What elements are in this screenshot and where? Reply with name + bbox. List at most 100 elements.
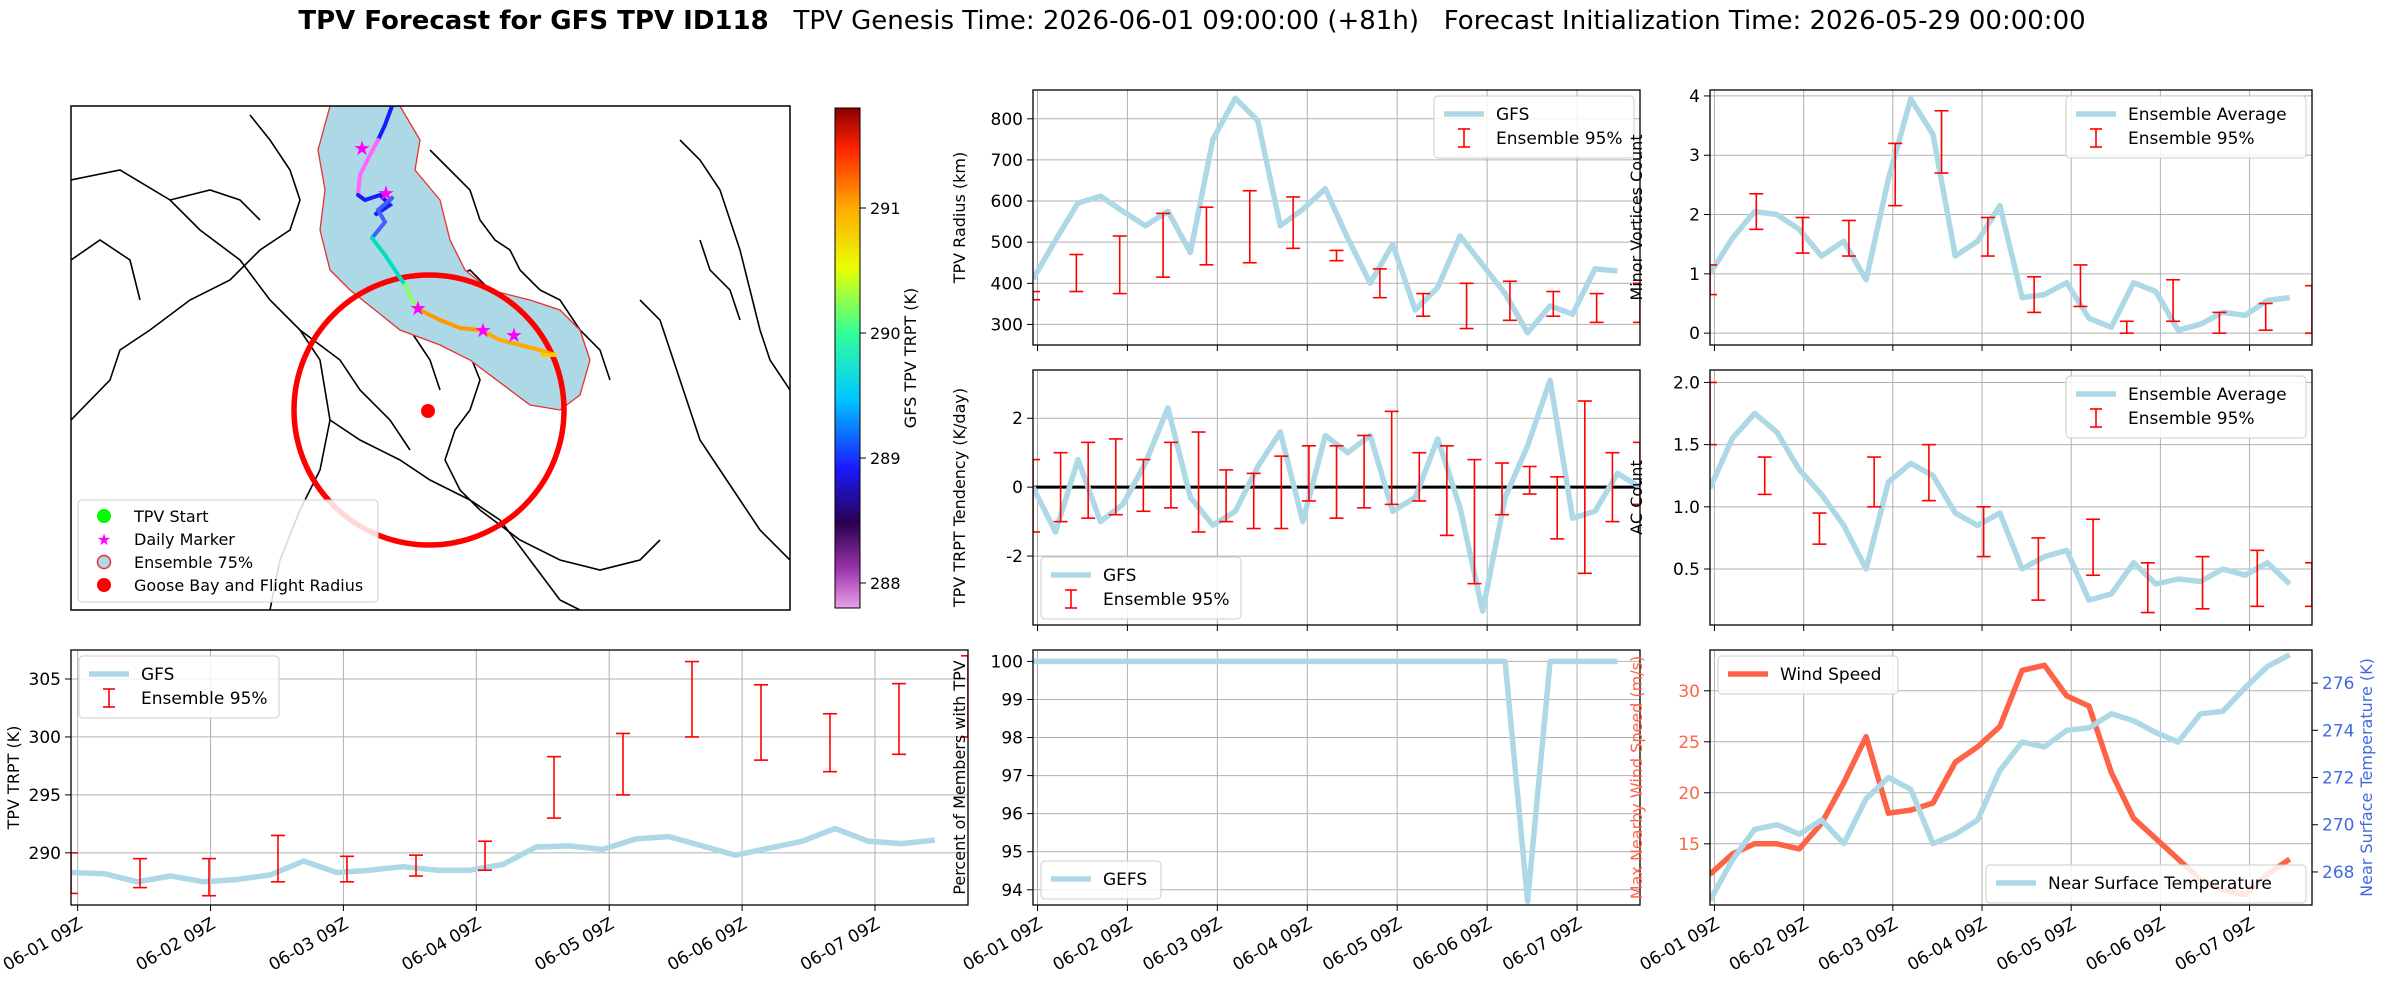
chart-trpt: 290 295 300 305 06-01 09Z 06-02 09Z 06-03 09Z 0… xyxy=(0,649,969,975)
y-axis-label: Minor Vortices Count xyxy=(1627,134,1646,300)
ensemble-bar xyxy=(271,834,285,883)
ensemble-bar xyxy=(1199,206,1214,266)
ensemble-bar xyxy=(1749,192,1764,231)
ensemble-bar xyxy=(1156,212,1171,278)
ensemble-bar xyxy=(1633,441,1640,506)
ensemble-bar xyxy=(1577,400,1592,575)
ensemble-bar xyxy=(2166,278,2181,323)
ensemble-bar xyxy=(1329,445,1344,519)
y-tick-label: 0 xyxy=(1012,478,1023,498)
axes-frame xyxy=(1032,89,1641,346)
title-genesis-time: TPV Genesis Time: 2026-06-01 09:00:00 (+… xyxy=(793,6,1419,36)
svg-text:★: ★ xyxy=(377,181,395,205)
ensemble-bar xyxy=(1242,189,1257,264)
y-tick-label: 1 xyxy=(1689,265,1700,285)
ensemble-bar xyxy=(1357,434,1372,509)
map-legend: ★ TPV Start Daily Marker Ensemble 75% Go… xyxy=(77,499,379,603)
ensemble-bar xyxy=(1112,235,1127,295)
legend: Ensemble Average Ensemble 95% xyxy=(2065,375,2307,439)
y2-tick-label: 276 xyxy=(2322,674,2354,694)
ensemble-bar xyxy=(1136,458,1151,513)
ensemble-bar xyxy=(1329,249,1344,262)
colorbar-tick-label: 289 xyxy=(870,449,901,468)
y-tick-label: 100 xyxy=(991,652,1023,672)
ensemble-bar xyxy=(2258,302,2273,331)
y-tick-label: 15 xyxy=(1678,835,1700,855)
legend-label: Ensemble 95% xyxy=(2128,409,2255,429)
ensemble-bar xyxy=(1219,469,1234,523)
ensemble-bar xyxy=(1633,282,1640,324)
x-tick-label: 06-04 09Z xyxy=(1904,914,1990,975)
y2-tick-label: 270 xyxy=(2322,816,2354,836)
y-tick-label: 400 xyxy=(991,274,1023,294)
ensemble-bar xyxy=(1522,465,1537,495)
ensemble-bar xyxy=(2086,518,2101,577)
y-tick-label: 97 xyxy=(1001,767,1023,787)
legend-ensemble-icon xyxy=(96,554,112,570)
legend-tpv-start: TPV Start xyxy=(133,507,209,526)
ensemble-bar xyxy=(1033,458,1040,533)
x-tick-label: 06-05 09Z xyxy=(1993,914,2079,975)
legend-label: GFS xyxy=(1103,566,1136,586)
x-tick-label: 06-07 09Z xyxy=(2172,914,2258,975)
legend-label: GFS xyxy=(1496,105,1529,125)
legend-errorbar-swatch xyxy=(2090,408,2102,428)
ensemble-bar xyxy=(1921,443,1936,502)
legend-label: Ensemble Average xyxy=(2128,105,2287,125)
legend-label: GEFS xyxy=(1103,870,1147,890)
title-init-time: Forecast Initialization Time: 2026-05-29… xyxy=(1443,6,2086,36)
legend-label: GFS xyxy=(141,665,174,685)
chart-percent: 94 95 96 97 98 99 100 06-01 09Z 06-02 09Z 06-03 0… xyxy=(950,649,1641,975)
map-frame xyxy=(70,105,791,611)
y-tick-label: 1.5 xyxy=(1673,436,1700,456)
y-tick-label: 99 xyxy=(1001,690,1023,710)
x-tick-label: 06-07 09Z xyxy=(1499,914,1585,975)
legend: GEFS xyxy=(1040,860,1162,900)
legend-label: Ensemble Average xyxy=(2128,385,2287,405)
x-tick-label: 06-03 09Z xyxy=(1815,914,1901,975)
y-axis-label: TPV TRPT Tendency (K/day) xyxy=(950,388,969,608)
ensemble-bar xyxy=(1372,268,1387,299)
legend-tpv-start-icon xyxy=(97,509,111,523)
y-tick-label: 1.0 xyxy=(1673,498,1700,518)
legend-label: Ensemble 95% xyxy=(1496,129,1623,149)
y-axis-label: AC Count xyxy=(1627,460,1646,534)
ensemble-bar xyxy=(1286,196,1301,250)
ensemble-bar xyxy=(1033,290,1040,301)
ensemble-bar xyxy=(1867,456,1882,508)
ensemble-bar xyxy=(1053,451,1068,523)
ensemble-bar xyxy=(2305,284,2312,334)
ensemble-bar xyxy=(1757,456,1772,496)
y-tick-label: 0.5 xyxy=(1673,560,1700,580)
ensemble-bar xyxy=(1069,253,1084,293)
ensemble-bar xyxy=(2250,549,2265,608)
colorbar-tick-label: 290 xyxy=(870,324,901,343)
ensemble-bar xyxy=(2195,555,2210,610)
y-tick-label: 700 xyxy=(991,151,1023,171)
ensemble-bar xyxy=(1710,381,1717,446)
x-tick-label: 06-05 09Z xyxy=(531,914,617,975)
y-axis-label: Max Nearby Wind Speed (m/s) xyxy=(1627,656,1646,899)
y-tick-label: 3 xyxy=(1689,146,1700,166)
axes-frame xyxy=(1032,369,1641,626)
ensemble-bar xyxy=(1384,410,1399,506)
y-tick-label: 2 xyxy=(1012,409,1023,429)
ensemble-bar xyxy=(2027,276,2042,314)
ensemble-bar xyxy=(961,654,968,738)
y-tick-label: 95 xyxy=(1001,843,1023,863)
legend: Wind Speed xyxy=(1717,655,1899,695)
chart-radius: 300 400 500 600 700 800 TPV Radius (km) GFS Ense… xyxy=(950,89,1641,351)
ensemble-bar xyxy=(1416,292,1431,318)
y-tick-label: 295 xyxy=(29,786,61,806)
y2-axis-label: Near Surface Temperature (K) xyxy=(2357,658,2376,897)
x-tick-label: 06-01 09Z xyxy=(960,914,1046,975)
y2-tick-label: 274 xyxy=(2322,721,2354,741)
ensemble-bar xyxy=(892,682,906,756)
ensemble-bar xyxy=(1246,472,1261,530)
ensemble-bar xyxy=(1980,216,1995,257)
legend-goose-bay: Goose Bay and Flight Radius xyxy=(134,576,363,595)
ensemble-bar xyxy=(1546,290,1561,318)
series-line-gfs xyxy=(71,825,936,885)
